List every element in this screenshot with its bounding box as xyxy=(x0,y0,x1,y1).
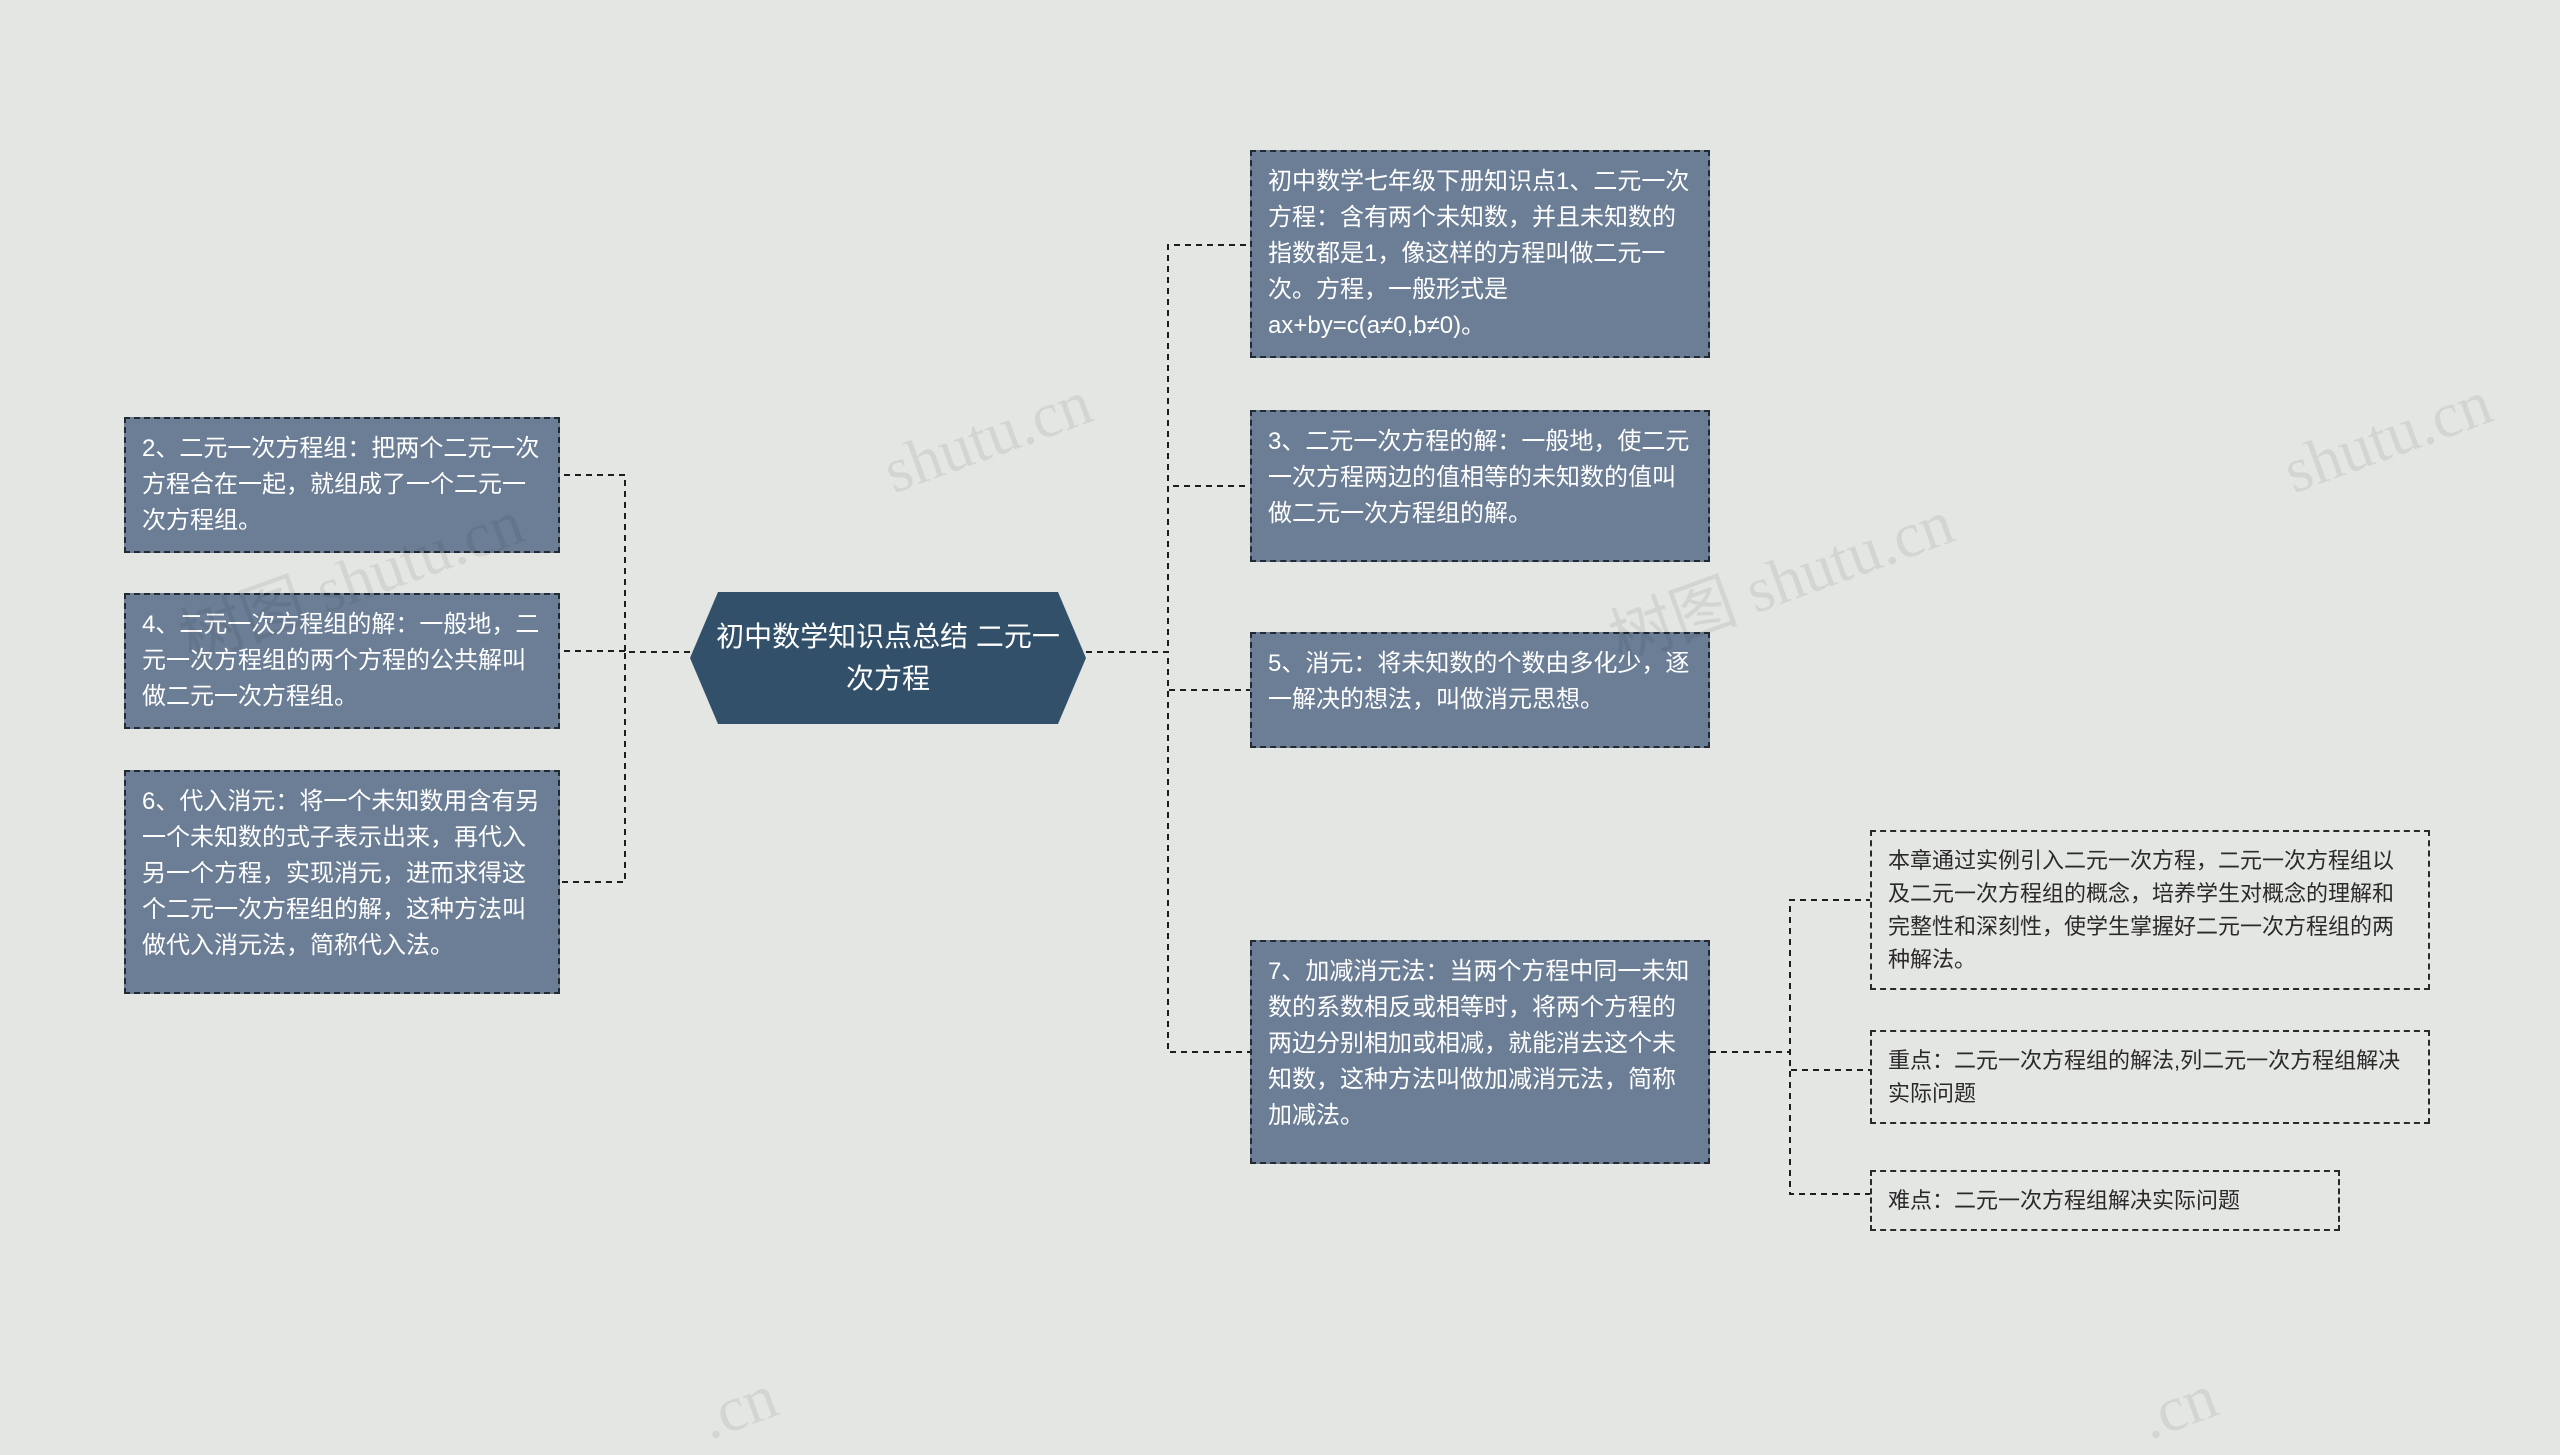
right-branch-4: 7、加减消元法：当两个方程中同一未知数的系数相反或相等时，将两个方程的两边分别相… xyxy=(1250,940,1710,1164)
right-branch-3: 5、消元：将未知数的个数由多化少，逐一解决的想法，叫做消元思想。 xyxy=(1250,632,1710,748)
watermark-5: .cn xyxy=(690,1359,787,1455)
center-node-label: 初中数学知识点总结 二元一次方程 xyxy=(716,621,1060,694)
leaf-4-2-label: 重点：二元一次方程组的解法,列二元一次方程组解决实际问题 xyxy=(1888,1048,2400,1106)
left-branch-1: 2、二元一次方程组：把两个二元一次方程合在一起，就组成了一个二元一次方程组。 xyxy=(124,417,560,553)
mindmap-canvas: 初中数学知识点总结 二元一次方程 2、二元一次方程组：把两个二元一次方程合在一起，… xyxy=(0,0,2560,1435)
left-branch-3-label: 6、代入消元：将一个未知数用含有另一个未知数的式子表示出来，再代入另一个方程，实… xyxy=(142,788,539,959)
left-branch-3: 6、代入消元：将一个未知数用含有另一个未知数的式子表示出来，再代入另一个方程，实… xyxy=(124,770,560,994)
right-branch-1: 初中数学七年级下册知识点1、二元一次方程：含有两个未知数，并且未知数的指数都是1… xyxy=(1250,150,1710,358)
leaf-4-3-label: 难点：二元一次方程组解决实际问题 xyxy=(1888,1188,2240,1213)
right-branch-2-label: 3、二元一次方程的解：一般地，使二元一次方程两边的值相等的未知数的值叫做二元一次… xyxy=(1268,428,1689,527)
left-branch-2-label: 4、二元一次方程组的解：一般地，二元一次方程组的两个方程的公共解叫做二元一次方程… xyxy=(142,611,539,710)
right-branch-3-label: 5、消元：将未知数的个数由多化少，逐一解决的想法，叫做消元思想。 xyxy=(1268,650,1689,713)
leaf-4-1-label: 本章通过实例引入二元一次方程，二元一次方程组以及二元一次方程组的概念，培养学生对… xyxy=(1888,848,2394,972)
watermark-6: .cn xyxy=(2130,1359,2227,1455)
left-branch-2: 4、二元一次方程组的解：一般地，二元一次方程组的两个方程的公共解叫做二元一次方程… xyxy=(124,593,560,729)
right-branch-1-label: 初中数学七年级下册知识点1、二元一次方程：含有两个未知数，并且未知数的指数都是1… xyxy=(1268,168,1689,339)
leaf-4-3: 难点：二元一次方程组解决实际问题 xyxy=(1870,1170,2340,1231)
watermark-4: shutu.cn xyxy=(2274,365,2501,508)
right-branch-2: 3、二元一次方程的解：一般地，使二元一次方程两边的值相等的未知数的值叫做二元一次… xyxy=(1250,410,1710,562)
center-node: 初中数学知识点总结 二元一次方程 xyxy=(690,592,1086,724)
left-branch-1-label: 2、二元一次方程组：把两个二元一次方程合在一起，就组成了一个二元一次方程组。 xyxy=(142,435,539,534)
right-branch-4-label: 7、加减消元法：当两个方程中同一未知数的系数相反或相等时，将两个方程的两边分别相… xyxy=(1268,958,1689,1129)
watermark-2: shutu.cn xyxy=(874,365,1101,508)
leaf-4-2: 重点：二元一次方程组的解法,列二元一次方程组解决实际问题 xyxy=(1870,1030,2430,1124)
leaf-4-1: 本章通过实例引入二元一次方程，二元一次方程组以及二元一次方程组的概念，培养学生对… xyxy=(1870,830,2430,990)
